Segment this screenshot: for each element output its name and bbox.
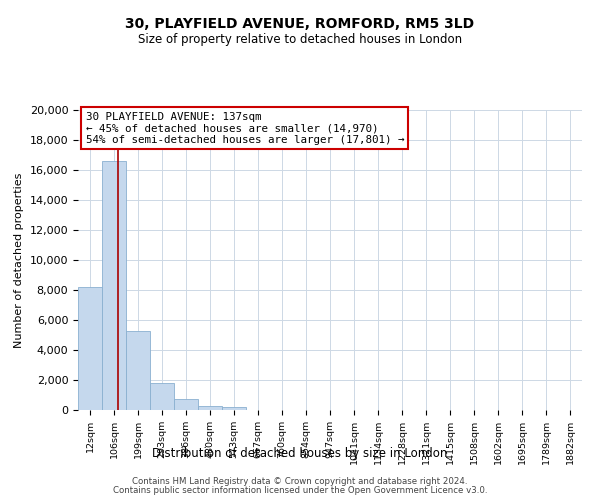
Text: Contains HM Land Registry data © Crown copyright and database right 2024.: Contains HM Land Registry data © Crown c… — [132, 477, 468, 486]
Bar — [174, 399, 198, 410]
Bar — [198, 406, 222, 410]
Bar — [102, 161, 126, 410]
Text: Distribution of detached houses by size in London: Distribution of detached houses by size … — [152, 448, 448, 460]
Bar — [126, 330, 150, 410]
Text: Contains public sector information licensed under the Open Government Licence v3: Contains public sector information licen… — [113, 486, 487, 495]
Bar — [150, 383, 174, 410]
Bar — [78, 287, 102, 410]
Text: 30 PLAYFIELD AVENUE: 137sqm
← 45% of detached houses are smaller (14,970)
54% of: 30 PLAYFIELD AVENUE: 137sqm ← 45% of det… — [86, 112, 404, 144]
Y-axis label: Number of detached properties: Number of detached properties — [14, 172, 24, 348]
Bar — [222, 407, 246, 410]
Text: Size of property relative to detached houses in London: Size of property relative to detached ho… — [138, 32, 462, 46]
Text: 30, PLAYFIELD AVENUE, ROMFORD, RM5 3LD: 30, PLAYFIELD AVENUE, ROMFORD, RM5 3LD — [125, 18, 475, 32]
